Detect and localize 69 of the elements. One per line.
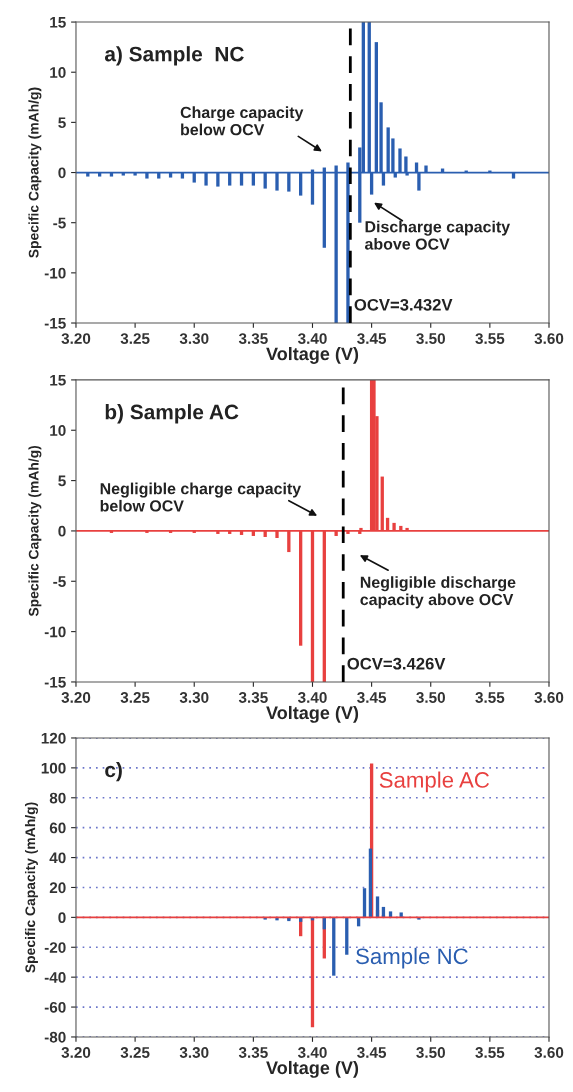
y-tick-label: -60	[44, 1001, 66, 1013]
x-tick-label: 3.30	[179, 1047, 209, 1058]
annotation: Discharge capacity above OCV	[364, 220, 511, 250]
y-tick-label: 0	[58, 167, 66, 179]
y-tick-label: 15	[50, 374, 66, 386]
y-tick-label: 10	[50, 425, 66, 436]
y-tick-label: -5	[53, 576, 66, 587]
y-tick-label: -10	[44, 267, 66, 279]
y-tick-label: 40	[49, 852, 66, 864]
annotation: Charge capacity below OCV	[180, 106, 304, 136]
x-tick-label: 3.55	[475, 1047, 505, 1058]
series-label: Sample AC	[379, 771, 490, 793]
x-tick-label: 3.40	[297, 1047, 327, 1058]
y-tick-label: 120	[41, 732, 66, 744]
ref-line-label: OCV=3.432V	[354, 298, 453, 311]
text: c)	[105, 761, 122, 782]
x-tick-label: 3.30	[179, 333, 209, 344]
y-tick-label: 0	[58, 912, 66, 924]
x-tick-label: 3.20	[61, 692, 91, 703]
series-label: Sample NC	[356, 947, 468, 969]
x-tick-label: 3.45	[357, 692, 387, 703]
annotation: Negligible charge capacity below OCV	[100, 482, 302, 512]
y-tick-label: -40	[44, 972, 66, 983]
x-tick-label: 3.25	[120, 1047, 150, 1058]
x-tick-label: 3.40	[297, 333, 327, 344]
x-tick-label: 3.35	[238, 333, 268, 344]
x-axis-title: Voltage (V)	[266, 705, 359, 723]
y-tick-label: -10	[44, 626, 66, 638]
x-tick-label: 3.60	[534, 1047, 564, 1058]
y-tick-label: -20	[44, 942, 66, 953]
y-tick-label: -15	[44, 318, 66, 329]
x-axis-title: Voltage (V)	[266, 1060, 359, 1078]
y-tick-label: -5	[53, 217, 66, 229]
y-tick-label: 5	[58, 475, 66, 487]
x-tick-label: 3.60	[534, 333, 564, 344]
y-tick-label: 0	[58, 525, 66, 537]
x-tick-label: 3.60	[534, 692, 564, 703]
annotation: Negligible discharge capacity above OCV	[360, 576, 516, 609]
text: a) Sample NC	[104, 46, 244, 66]
x-tick-label: 3.50	[416, 692, 445, 703]
y-tick-label: 80	[49, 792, 66, 804]
x-tick-label: 3.20	[61, 333, 91, 344]
x-tick-label: 3.50	[416, 1047, 445, 1058]
y-tick-label: 10	[50, 67, 66, 78]
y-tick-label: 5	[58, 117, 66, 129]
x-tick-label: 3.25	[120, 692, 150, 703]
x-tick-label: 3.45	[357, 333, 387, 344]
ref-line-label: OCV=3.426V	[347, 657, 446, 670]
text: b) Sample AC	[105, 404, 239, 424]
y-tick-label: -80	[44, 1031, 66, 1043]
y-tick-label: 15	[50, 17, 66, 28]
x-tick-label: 3.50	[416, 333, 445, 344]
y-axis-title: Specific Capacity (mAh/g)	[28, 87, 42, 258]
y-axis-title: Specific Capacity (mAh/g)	[24, 802, 38, 973]
y-tick-label: 60	[49, 822, 66, 834]
x-tick-label: 3.55	[475, 333, 505, 344]
x-tick-label: 3.55	[475, 692, 505, 703]
x-tick-label: 3.20	[61, 1047, 91, 1058]
x-tick-label: 3.40	[297, 692, 327, 703]
x-tick-label: 3.30	[179, 692, 209, 703]
x-tick-label: 3.45	[357, 1047, 387, 1058]
y-axis-title: Specific Capacity (mAh/g)	[28, 445, 42, 617]
x-tick-label: 3.35	[238, 1047, 268, 1058]
y-tick-label: 100	[41, 762, 66, 774]
x-tick-label: 3.25	[120, 333, 150, 344]
x-axis-title: Voltage (V)	[266, 346, 359, 364]
y-tick-label: 20	[49, 882, 66, 894]
y-tick-label: -15	[44, 676, 66, 688]
x-tick-label: 3.35	[238, 692, 268, 703]
